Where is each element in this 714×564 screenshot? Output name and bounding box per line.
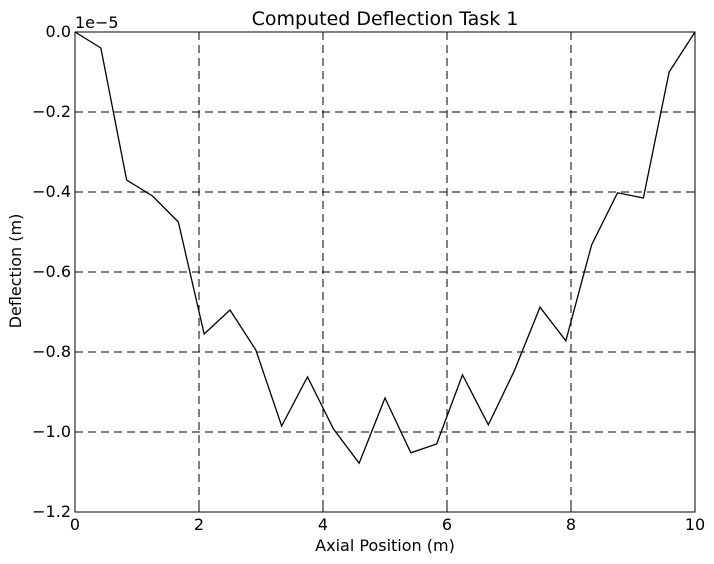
x-tick-label: 2 (194, 515, 204, 534)
x-axis-tick-labels: 0 2 4 6 8 10 (70, 515, 705, 534)
y-axis-title: Deflection (m) (6, 214, 25, 329)
x-tick-label: 8 (566, 515, 576, 534)
y-tick-label: −1.2 (32, 502, 71, 521)
x-tick-label: 0 (70, 515, 80, 534)
y-axis-offset-text: 1e−5 (75, 13, 119, 32)
axis-ticks (74, 31, 696, 513)
y-tick-label: −0.4 (32, 182, 71, 201)
x-axis-title: Axial Position (m) (315, 536, 455, 555)
x-tick-label: 6 (442, 515, 452, 534)
y-tick-label: −0.6 (32, 262, 71, 281)
y-axis-tick-labels: 0.0 −0.2 −0.4 −0.6 −0.8 −1.0 −1.2 (32, 22, 71, 521)
x-tick-label: 10 (685, 515, 705, 534)
chart-title: Computed Deflection Task 1 (252, 8, 519, 30)
y-tick-label: 0.0 (46, 22, 71, 41)
grid-lines (75, 32, 695, 512)
y-tick-label: −0.2 (32, 102, 71, 121)
x-tick-label: 4 (318, 515, 328, 534)
y-tick-label: −1.0 (32, 422, 71, 441)
y-tick-label: −0.8 (32, 342, 71, 361)
